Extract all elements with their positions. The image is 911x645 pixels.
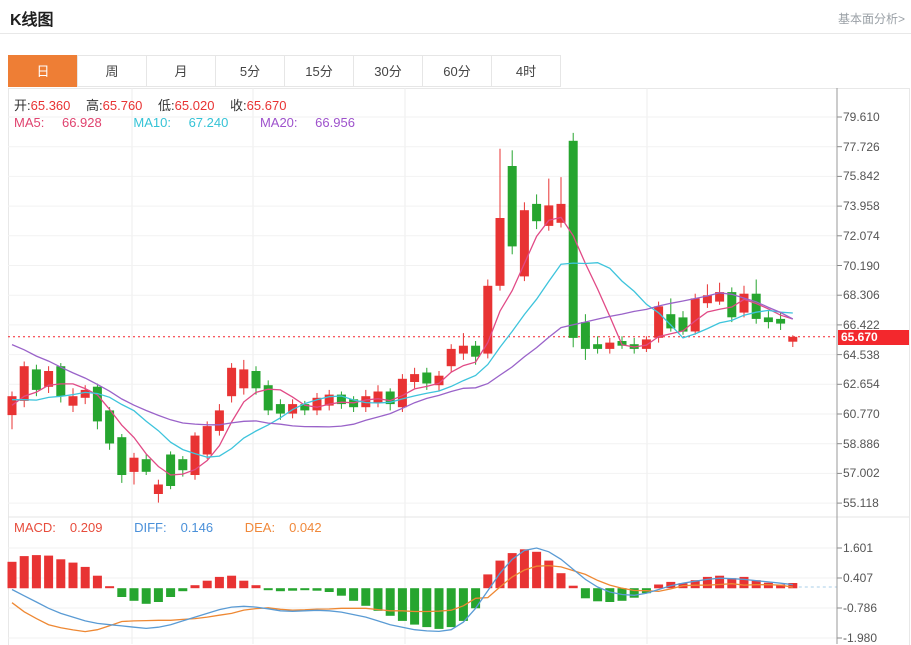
dea-value: DEA: 0.042 [244, 520, 322, 535]
tab-15min[interactable]: 15分 [284, 55, 354, 87]
low-label: 低: [158, 98, 175, 113]
main-y-axis-label: 77.726 [843, 139, 880, 154]
tab-30min[interactable]: 30分 [353, 55, 423, 87]
main-y-axis-label: 62.654 [843, 377, 880, 392]
header-divider [0, 33, 911, 34]
ma5-legend: MA5: 66.928 [14, 115, 102, 130]
main-y-axis-label: 70.190 [843, 258, 880, 273]
high-value: 65.760 [102, 98, 143, 113]
ma20-legend: MA20: 66.956 [259, 115, 355, 130]
ma10-legend: MA10: 67.240 [133, 115, 229, 130]
macd-y-axis-label: 1.601 [843, 541, 874, 555]
main-y-axis-label: 66.422 [843, 317, 880, 332]
macd-legend-row: MACD: 0.209 DIFF: 0.146 DEA: 0.042 [14, 520, 350, 535]
last-price-tag: 65.670 [838, 330, 909, 345]
tab-5min[interactable]: 5分 [215, 55, 285, 87]
tab-60min[interactable]: 60分 [422, 55, 492, 87]
low-value: 65.020 [174, 98, 215, 113]
main-y-axis-label: 60.770 [843, 407, 880, 421]
tab-day[interactable]: 日 [8, 55, 78, 87]
open-label: 开: [14, 98, 31, 113]
macd-y-axis-label: -1.980 [843, 631, 878, 645]
main-y-axis-label: 72.074 [843, 228, 880, 243]
macd-y-axis-label: -0.786 [843, 601, 878, 615]
macd-y-axis-label: 0.407 [843, 571, 874, 585]
main-y-axis-label: 57.002 [843, 466, 880, 481]
main-y-axis-label: 73.958 [843, 199, 880, 214]
ohlc-row: 开:65.360 高:65.760 低:65.020 收:65.670 [14, 95, 298, 114]
close-value: 65.670 [246, 98, 287, 113]
tab-4hour[interactable]: 4时 [491, 55, 561, 87]
main-y-axis-label: 75.842 [843, 169, 880, 184]
main-y-axis-label: 58.886 [843, 436, 880, 451]
main-y-axis-label: 68.306 [843, 288, 880, 303]
main-y-axis-label: 79.610 [843, 110, 880, 124]
macd-value: MACD: 0.209 [14, 520, 103, 535]
open-value: 65.360 [30, 98, 71, 113]
diff-value: DIFF: 0.146 [134, 520, 214, 535]
timeframe-tabs: 日 周 月 5分 15分 30分 60分 4时 [8, 55, 561, 87]
high-label: 高: [86, 98, 103, 113]
tab-week[interactable]: 周 [77, 55, 147, 87]
main-y-axis-label: 55.118 [843, 496, 879, 511]
page-title: K线图 [10, 12, 54, 29]
tab-month[interactable]: 月 [146, 55, 216, 87]
ma-legend-row: MA5: 66.928 MA10: 67.240 MA20: 66.956 [14, 115, 383, 130]
main-y-axis-label: 64.538 [843, 347, 880, 362]
close-label: 收: [230, 98, 247, 113]
fundamental-analysis-link[interactable]: 基本面分析> [837, 12, 905, 26]
